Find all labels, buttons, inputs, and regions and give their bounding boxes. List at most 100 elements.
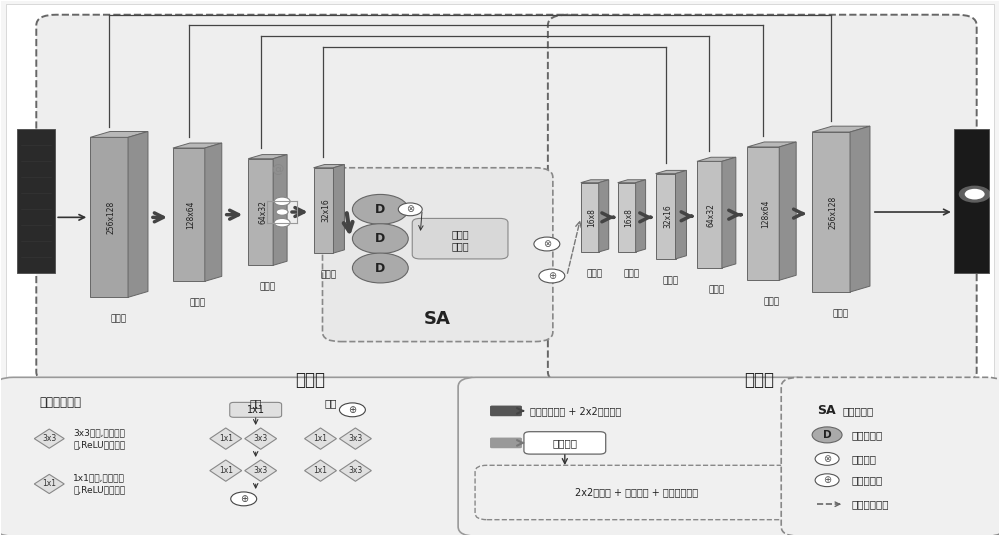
Text: D: D bbox=[375, 262, 385, 274]
Text: 64x32: 64x32 bbox=[258, 200, 267, 224]
Text: ⊕: ⊕ bbox=[548, 271, 556, 281]
FancyBboxPatch shape bbox=[230, 403, 282, 418]
Polygon shape bbox=[581, 183, 599, 252]
Text: 1x1: 1x1 bbox=[219, 466, 233, 475]
Polygon shape bbox=[248, 154, 287, 159]
Text: 解码器: 解码器 bbox=[744, 371, 774, 389]
Text: 输出: 输出 bbox=[324, 398, 337, 408]
Text: ⊕: ⊕ bbox=[823, 475, 831, 485]
FancyBboxPatch shape bbox=[322, 168, 553, 341]
Text: 第一层: 第一层 bbox=[111, 315, 127, 323]
Circle shape bbox=[274, 218, 290, 227]
Polygon shape bbox=[599, 180, 609, 252]
FancyBboxPatch shape bbox=[412, 218, 508, 259]
Text: 3x3: 3x3 bbox=[42, 434, 56, 443]
Text: 第二层: 第二层 bbox=[189, 299, 205, 307]
Text: 第二层: 第二层 bbox=[764, 297, 780, 307]
Bar bbox=[954, 129, 989, 273]
Text: 第四层: 第四层 bbox=[663, 276, 679, 285]
Polygon shape bbox=[812, 132, 850, 292]
Text: @: @ bbox=[271, 163, 283, 176]
Circle shape bbox=[959, 185, 991, 203]
Polygon shape bbox=[747, 142, 796, 147]
FancyBboxPatch shape bbox=[490, 437, 522, 448]
Polygon shape bbox=[245, 460, 277, 481]
Circle shape bbox=[274, 197, 290, 206]
Text: 3x3卷积,批量归一
化,ReLU激活函数: 3x3卷积,批量归一 化,ReLU激活函数 bbox=[73, 428, 125, 449]
Text: 1x1: 1x1 bbox=[314, 466, 328, 475]
Polygon shape bbox=[17, 129, 55, 273]
Text: 1x1: 1x1 bbox=[314, 434, 328, 443]
Polygon shape bbox=[656, 174, 676, 259]
Circle shape bbox=[352, 253, 408, 283]
Polygon shape bbox=[34, 474, 64, 494]
Polygon shape bbox=[779, 142, 796, 280]
Text: 第五层: 第五层 bbox=[587, 269, 603, 278]
Polygon shape bbox=[128, 131, 148, 297]
FancyBboxPatch shape bbox=[781, 377, 1000, 536]
Text: 双重残差模块: 双重残差模块 bbox=[851, 499, 889, 509]
Polygon shape bbox=[205, 143, 222, 281]
Circle shape bbox=[339, 403, 365, 417]
Text: 1x1卷积,批量归一
化,ReLU激活函数: 1x1卷积,批量归一 化,ReLU激活函数 bbox=[73, 473, 125, 494]
Text: 1x1: 1x1 bbox=[42, 480, 56, 488]
Text: 第三层: 第三层 bbox=[260, 282, 276, 292]
Circle shape bbox=[815, 452, 839, 465]
FancyBboxPatch shape bbox=[548, 14, 977, 383]
Text: ⊗: ⊗ bbox=[543, 239, 551, 249]
Polygon shape bbox=[34, 429, 64, 448]
Text: 输入: 输入 bbox=[249, 398, 262, 408]
Circle shape bbox=[965, 189, 985, 199]
Circle shape bbox=[815, 474, 839, 487]
Polygon shape bbox=[245, 428, 277, 449]
Text: 2x2反卷积 + 特征拼接 + 双重残差模块: 2x2反卷积 + 特征拼接 + 双重残差模块 bbox=[575, 487, 698, 497]
Text: 3x3: 3x3 bbox=[348, 434, 363, 443]
Text: SA: SA bbox=[424, 310, 451, 327]
Text: 双重残差模块 + 2x2最大池化: 双重残差模块 + 2x2最大池化 bbox=[530, 406, 621, 416]
Circle shape bbox=[398, 203, 422, 216]
Polygon shape bbox=[339, 460, 371, 481]
Polygon shape bbox=[636, 180, 646, 252]
Polygon shape bbox=[333, 165, 344, 253]
Text: D: D bbox=[823, 430, 831, 440]
Text: ⊗: ⊗ bbox=[406, 204, 414, 214]
FancyBboxPatch shape bbox=[36, 14, 585, 383]
Text: 第三层: 第三层 bbox=[708, 285, 724, 294]
Polygon shape bbox=[305, 428, 336, 449]
FancyBboxPatch shape bbox=[524, 431, 606, 454]
FancyBboxPatch shape bbox=[0, 377, 485, 536]
Text: 自适应模块: 自适应模块 bbox=[842, 406, 873, 416]
Text: 3x3: 3x3 bbox=[254, 434, 268, 443]
Circle shape bbox=[812, 427, 842, 443]
Text: ⊗: ⊗ bbox=[823, 454, 831, 464]
Circle shape bbox=[352, 195, 408, 224]
Text: 256x128: 256x128 bbox=[829, 196, 838, 229]
Polygon shape bbox=[305, 460, 336, 481]
Polygon shape bbox=[173, 143, 222, 148]
Polygon shape bbox=[314, 168, 333, 253]
Text: ⊕: ⊕ bbox=[348, 405, 356, 415]
Text: 矩阵相乘: 矩阵相乘 bbox=[851, 454, 876, 464]
Text: 3x3: 3x3 bbox=[348, 466, 363, 475]
Text: 第一层: 第一层 bbox=[833, 309, 849, 318]
Text: 解码模块: 解码模块 bbox=[552, 438, 577, 448]
Polygon shape bbox=[273, 154, 287, 265]
Polygon shape bbox=[850, 126, 870, 292]
Polygon shape bbox=[697, 161, 722, 268]
Text: 256x128: 256x128 bbox=[107, 200, 116, 234]
Polygon shape bbox=[314, 165, 344, 168]
Polygon shape bbox=[90, 131, 148, 137]
Text: D: D bbox=[375, 232, 385, 245]
Polygon shape bbox=[210, 460, 242, 481]
Text: 1x1: 1x1 bbox=[219, 434, 233, 443]
Text: ⊕: ⊕ bbox=[240, 494, 248, 504]
FancyBboxPatch shape bbox=[458, 377, 811, 536]
Polygon shape bbox=[248, 159, 273, 265]
Polygon shape bbox=[697, 157, 736, 161]
Polygon shape bbox=[618, 183, 636, 252]
Circle shape bbox=[231, 492, 257, 506]
Circle shape bbox=[534, 237, 560, 251]
Text: 第五层: 第五层 bbox=[624, 269, 640, 278]
Text: 空间注: 空间注 bbox=[451, 229, 469, 239]
Polygon shape bbox=[210, 428, 242, 449]
